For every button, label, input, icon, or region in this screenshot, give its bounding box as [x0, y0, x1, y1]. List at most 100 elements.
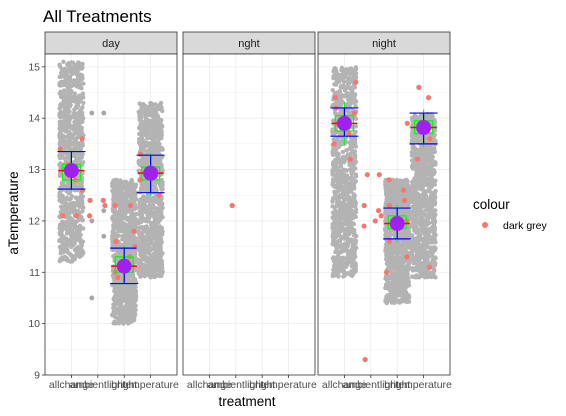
jitter-point [401, 245, 406, 250]
highlight-point [362, 356, 368, 363]
jitter-point [61, 197, 67, 203]
jitter-point [330, 152, 336, 157]
highlight-point [361, 223, 367, 229]
jitter-point [120, 234, 126, 240]
jitter-point [79, 244, 84, 249]
highlight-point [60, 213, 66, 219]
jitter-point [391, 190, 397, 196]
jitter-point [155, 272, 160, 278]
jitter-point [71, 225, 77, 230]
highlight-point [386, 177, 392, 183]
panel-background [183, 54, 315, 375]
jitter-points-allchange [57, 59, 86, 264]
jitter-point [128, 190, 134, 196]
jitter-point [394, 280, 400, 286]
jitter-point [116, 252, 122, 258]
jitter-point [59, 95, 65, 100]
highlight-point [404, 120, 410, 126]
jitter-point [112, 319, 117, 324]
jitter-point [115, 302, 121, 307]
jitter-point [64, 201, 69, 206]
jitter-point [122, 309, 127, 315]
jitter-point [397, 191, 403, 197]
jitter-point [79, 202, 85, 208]
jitter-points-bright [110, 177, 139, 326]
jitter-point [133, 289, 139, 294]
jitter-point [68, 91, 73, 96]
jitter-point [73, 181, 78, 186]
jitter-point [79, 198, 85, 203]
jitter-point [61, 59, 66, 65]
jitter-point [57, 135, 63, 141]
jitter-point [131, 235, 136, 240]
jitter-point [350, 167, 355, 172]
jitter-point [333, 208, 338, 213]
grey-point [101, 233, 107, 239]
jitter-point [406, 265, 411, 270]
jitter-point [402, 271, 407, 276]
jitter-point [78, 237, 83, 242]
jitter-point [147, 249, 152, 255]
jitter-point [73, 208, 78, 213]
jitter-point [143, 106, 149, 112]
jitter-point [67, 142, 72, 147]
mean-marker [336, 115, 352, 131]
jitter-point [337, 257, 342, 262]
jitter-point [145, 135, 150, 141]
jitter-point [138, 158, 144, 164]
jitter-point [352, 248, 357, 253]
highlight-point [131, 228, 137, 234]
jitter-point [127, 292, 132, 297]
jitter-point [153, 260, 159, 265]
jitter-point [122, 221, 127, 226]
jitter-point [334, 82, 339, 87]
jitter-point [62, 88, 67, 93]
jitter-point [151, 220, 156, 226]
highlight-point [100, 197, 106, 203]
jitter-point [383, 285, 388, 291]
highlight-point [127, 202, 134, 209]
jitter-point [348, 189, 354, 194]
jitter-point [65, 107, 71, 112]
jitter-point [383, 208, 388, 214]
highlight-point [372, 218, 378, 224]
jitter-point [137, 237, 142, 242]
jitter-point [402, 259, 407, 264]
facet-panel-night: nightallchangeambientlightbrighttemperat… [317, 31, 452, 391]
jitter-point [402, 287, 407, 293]
jitter-point [154, 213, 159, 218]
jitter-point [65, 250, 70, 255]
jitter-point [332, 189, 337, 194]
summary-bright [110, 245, 139, 285]
jitter-point [76, 124, 81, 129]
jitter-point [69, 209, 74, 214]
jitter-point [343, 229, 348, 234]
jitter-point [390, 274, 396, 279]
jitter-point [334, 69, 339, 74]
jitter-point [343, 234, 349, 240]
jitter-point [75, 135, 80, 140]
jitter-point [124, 215, 130, 221]
jitter-point [64, 220, 69, 225]
jitter-point [401, 211, 407, 216]
jitter-point [349, 178, 354, 183]
jitter-point [335, 153, 341, 158]
jitter-point [132, 252, 138, 257]
jitter-point [344, 102, 349, 107]
jitter-point [152, 230, 157, 235]
jitter-point [119, 243, 125, 248]
jitter-point [331, 234, 337, 240]
jitter-point [396, 261, 402, 266]
jitter-point [137, 131, 142, 137]
jitter-point [65, 129, 71, 135]
facet-panels: dayallchangeambientlightbrighttemperatur… [44, 31, 452, 391]
jitter-point [57, 62, 62, 68]
jitter-point [63, 224, 69, 229]
jitter-point [72, 65, 77, 70]
jitter-point [345, 81, 351, 86]
highlight-point [115, 274, 121, 281]
jitter-point [338, 106, 343, 111]
jitter-point [336, 228, 341, 233]
panel-data [57, 59, 165, 326]
jitter-point [124, 302, 129, 308]
